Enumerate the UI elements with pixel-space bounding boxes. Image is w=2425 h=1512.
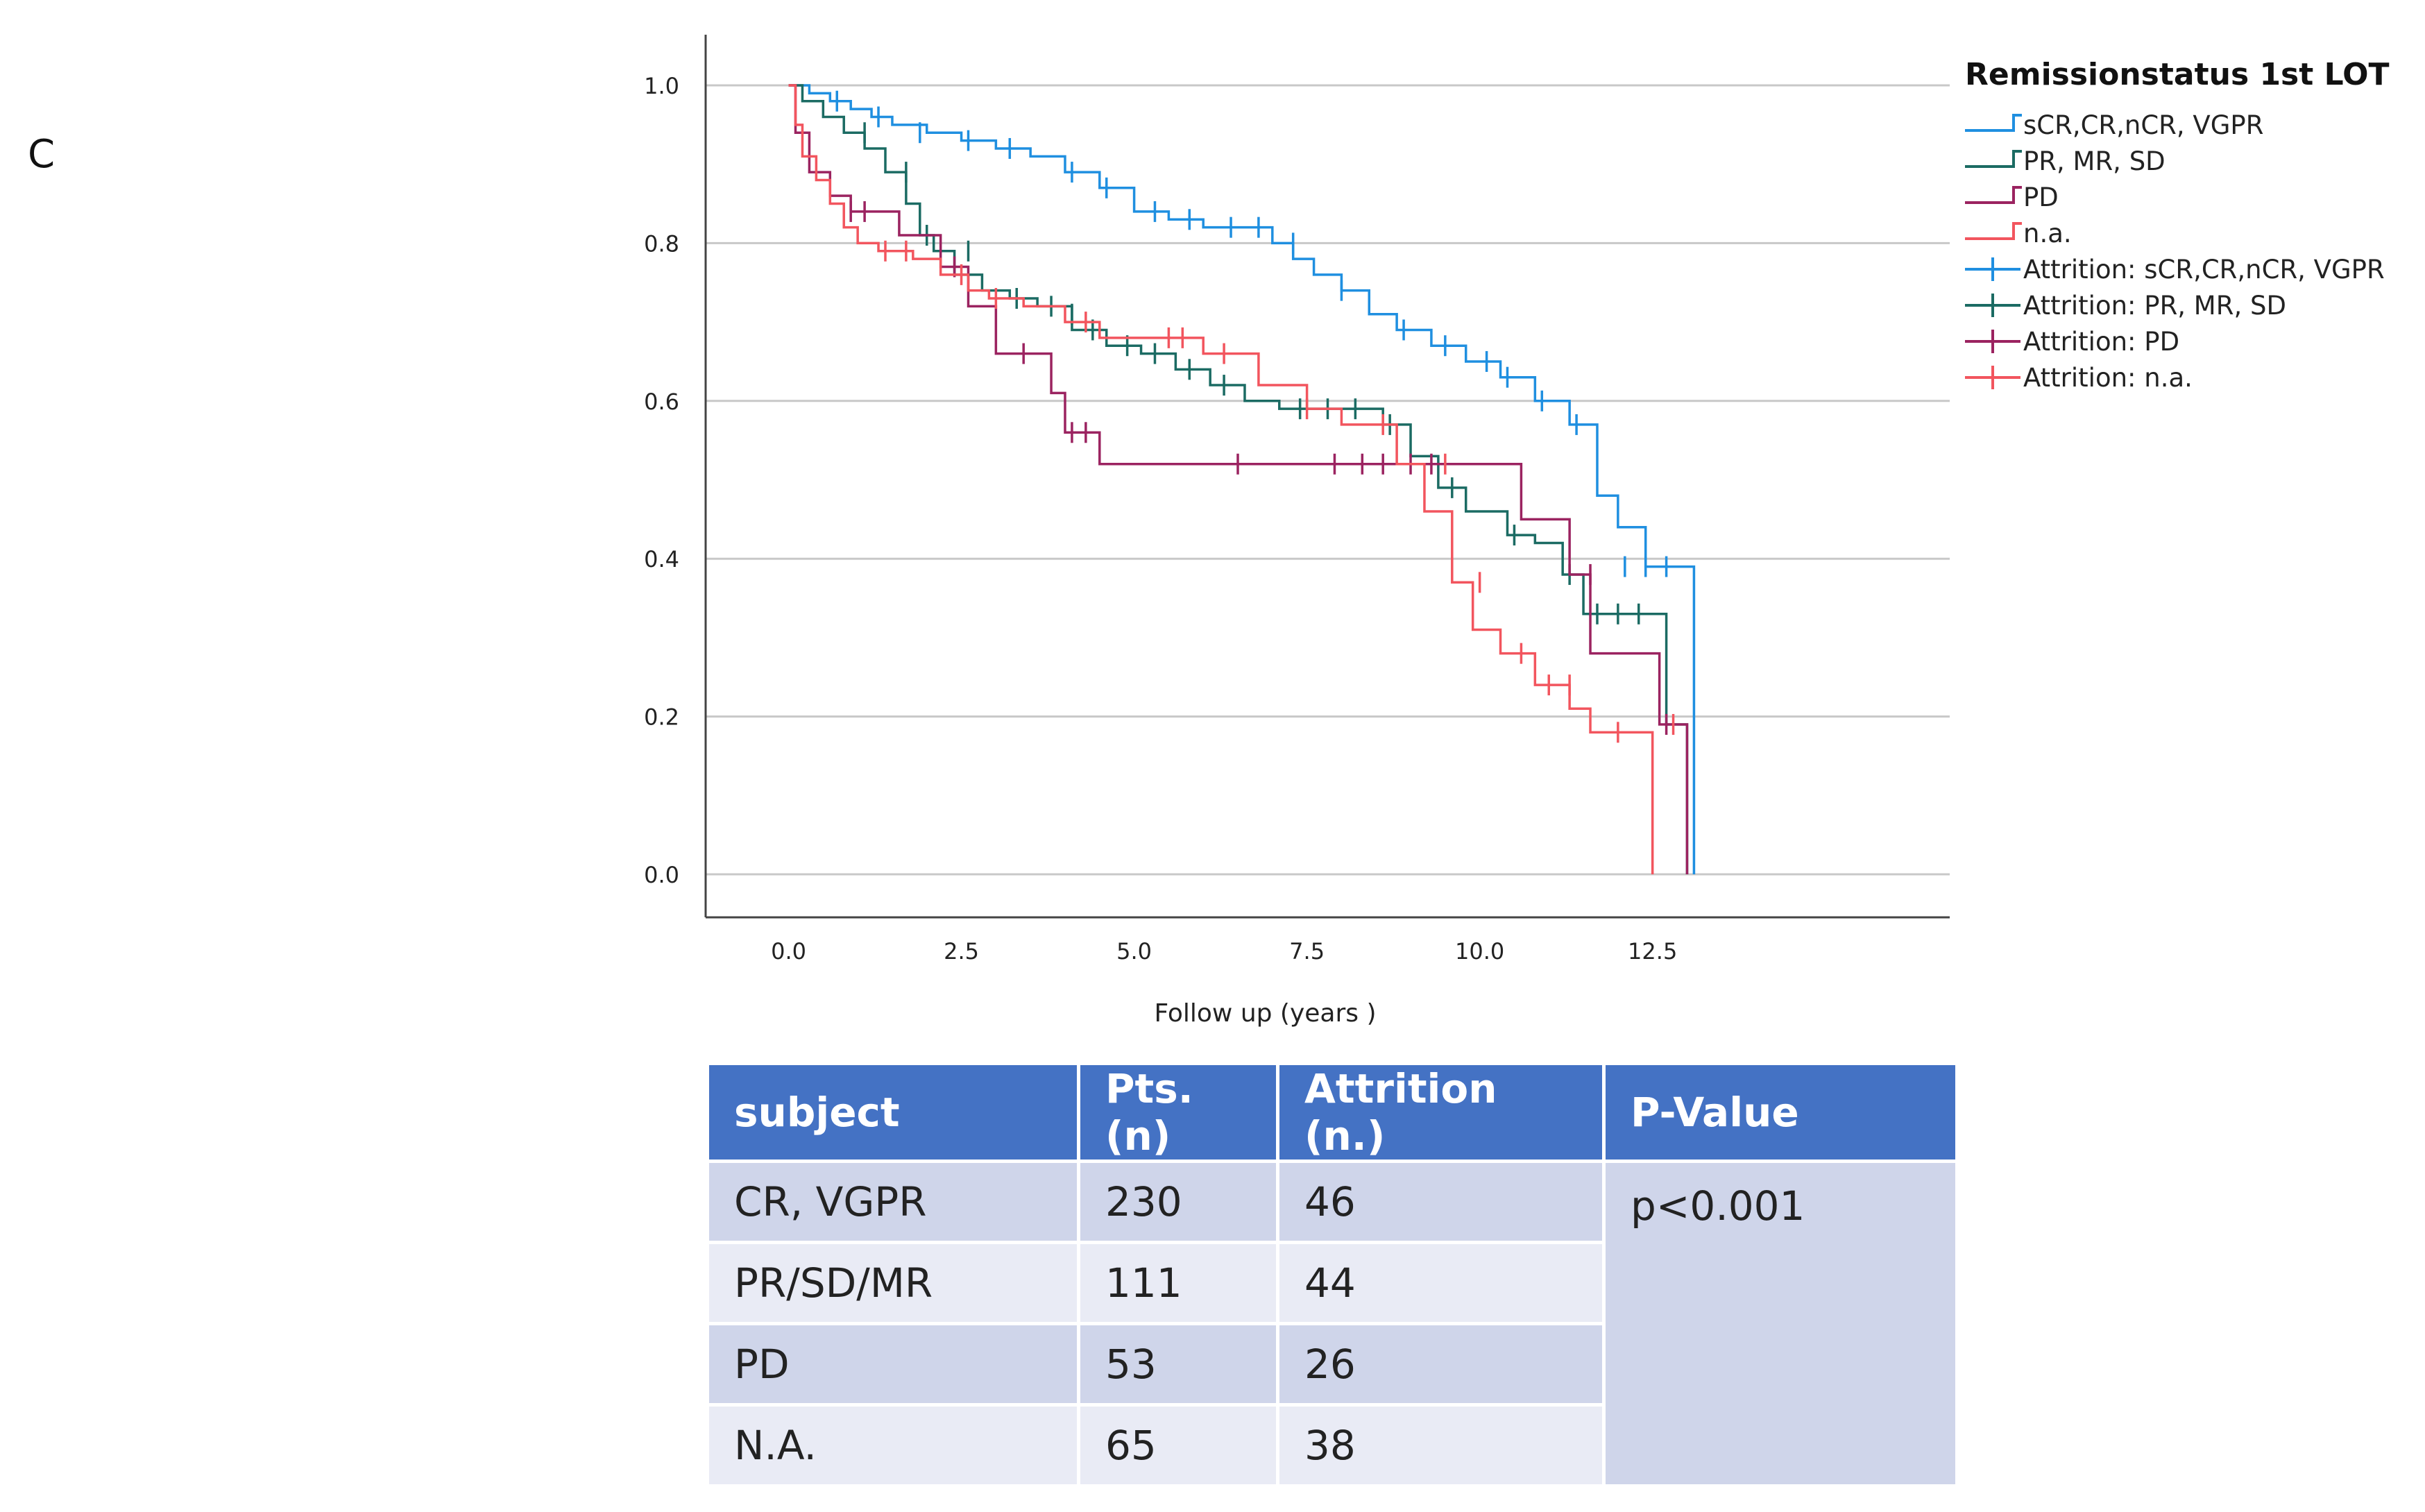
header-subject: subject [709, 1065, 1077, 1160]
legend-entry: PR, MR, SD [2023, 146, 2166, 176]
legend-line-swatch [1965, 150, 2022, 168]
cell-pts: 111 [1080, 1244, 1276, 1322]
cell-pts: 53 [1080, 1325, 1276, 1403]
x-tick-label: 2.5 [944, 938, 979, 965]
panel-label: C [28, 132, 56, 177]
cell-pts: 230 [1080, 1163, 1276, 1241]
y-tick-label: 0.2 [644, 704, 679, 731]
legend-censor-swatch [1965, 257, 2020, 281]
header-attrition: Attrition (n.) [1279, 1065, 1602, 1160]
legend-line-swatch [1965, 222, 2022, 240]
cell-attrition: 26 [1279, 1325, 1602, 1403]
cell-attrition: 38 [1279, 1407, 1602, 1484]
legend-entry: sCR,CR,nCR, VGPR [2023, 110, 2263, 140]
table-row: CR, VGPR 230 46 p<0.001 [709, 1163, 1955, 1484]
cell-subject: PR/SD/MR [709, 1244, 1077, 1322]
x-axis-label: Follow up (years ) [1154, 999, 1376, 1028]
table-row: PD 53 26 [709, 1325, 1955, 1403]
x-tick-label: 12.5 [1628, 938, 1677, 965]
x-tick-label: 0.0 [771, 938, 806, 965]
x-tick-label: 10.0 [1455, 938, 1504, 965]
survival-curve [788, 84, 1696, 874]
legend-entry: n.a. [2023, 219, 2072, 248]
legend-entry: Attrition: PR, MR, SD [2023, 291, 2286, 321]
y-tick-label: 0.0 [644, 862, 679, 888]
survival-curve [788, 84, 1689, 874]
cell-attrition: 46 [1279, 1163, 1602, 1241]
cell-subject: PD [709, 1325, 1077, 1403]
legend-entry: Attrition: PD [2023, 327, 2179, 357]
legend-censor-swatch [1965, 330, 2020, 353]
table-row: N.A. 65 38 [709, 1407, 1955, 1484]
cell-subject: N.A. [709, 1407, 1077, 1484]
cell-pvalue: p<0.001 [1606, 1163, 1955, 1484]
y-tick-label: 0.4 [644, 546, 679, 572]
x-tick-label: 7.5 [1289, 938, 1325, 965]
legend-entry: Attrition: sCR,CR,nCR, VGPR [2023, 255, 2385, 284]
survival-curve [788, 84, 1654, 874]
y-tick-label: 0.6 [644, 389, 679, 415]
table-header-row: subject Pts. (n) Attrition (n.) P-Value [709, 1065, 1955, 1160]
cell-attrition: 44 [1279, 1244, 1602, 1322]
header-pts: Pts. (n) [1080, 1065, 1276, 1160]
survival-curve [788, 84, 1689, 874]
y-tick-label: 1.0 [644, 73, 679, 99]
km-chart: 0.0 0.2 0.4 0.6 0.8 1.0 0.0 2.5 5.0 7.5 10.0 12.5 Fo… [644, 35, 2390, 1028]
x-tick-label: 5.0 [1116, 938, 1152, 965]
legend-line-swatch [1965, 186, 2022, 204]
legend-title: Remissionstatus 1st LOT [1965, 57, 2390, 92]
legend-entry: Attrition: n.a. [2023, 363, 2193, 393]
cell-pts: 65 [1080, 1407, 1276, 1484]
cell-subject: CR, VGPR [709, 1163, 1077, 1241]
y-tick-label: 0.8 [644, 230, 679, 257]
legend-censor-swatch [1965, 294, 2020, 317]
summary-table: subject Pts. (n) Attrition (n.) P-Value … [706, 1062, 1959, 1488]
legend-line-swatch [1965, 114, 2022, 132]
legend-censor-swatch [1965, 366, 2020, 389]
header-pvalue: P-Value [1606, 1065, 1955, 1160]
legend-entry: PD [2023, 182, 2059, 212]
table-row: PR/SD/MR 111 44 [709, 1244, 1955, 1322]
